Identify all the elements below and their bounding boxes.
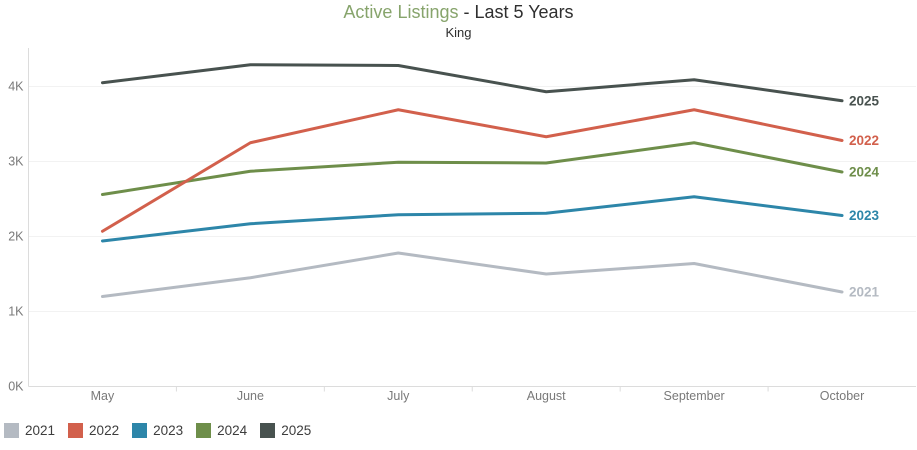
chart-header: Active Listings - Last 5 Years King — [0, 2, 917, 40]
legend-swatch-2021 — [4, 423, 19, 438]
chart-legend: 2021 2022 2023 2024 2025 — [4, 423, 324, 438]
legend-item-2023[interactable]: 2023 — [132, 423, 183, 438]
chart-subtitle: King — [445, 24, 472, 40]
x-tick-label-october: October — [820, 389, 864, 403]
x-tick-label-july: July — [387, 389, 410, 403]
legend-item-2021[interactable]: 2021 — [4, 423, 55, 438]
legend-label-2025: 2025 — [281, 423, 312, 438]
x-tick-label-september: September — [664, 389, 725, 403]
series-end-label-2025: 2025 — [849, 93, 880, 108]
y-tick-label-3K: 3K — [8, 155, 24, 169]
legend-item-2024[interactable]: 2024 — [196, 423, 247, 438]
series-line-2023[interactable] — [100, 195, 844, 243]
legend-label-2021: 2021 — [25, 423, 56, 438]
x-tick-label-may: May — [91, 389, 115, 403]
series-line-2022[interactable] — [100, 108, 844, 233]
legend-swatch-2025 — [260, 423, 276, 438]
chart-title: Active Listings - Last 5 Years — [0, 2, 917, 24]
series-end-label-2022: 2022 — [849, 133, 879, 148]
chart-title-highlight: Active Listings — [343, 2, 459, 22]
series-end-label-2021: 2021 — [849, 285, 880, 300]
series-line-2021[interactable] — [100, 251, 844, 298]
series-line-2024[interactable] — [100, 141, 844, 196]
legend-label-2024: 2024 — [217, 423, 248, 438]
y-tick-label-4K: 4K — [8, 80, 24, 94]
y-tick-label-2K: 2K — [8, 230, 24, 244]
legend-item-2025[interactable]: 2025 — [260, 423, 311, 438]
legend-swatch-2024 — [196, 423, 212, 438]
y-tick-label-1K: 1K — [8, 305, 24, 319]
legend-swatch-2023 — [132, 423, 148, 438]
chart-title-rest: - Last 5 Years — [458, 2, 574, 22]
x-tick-label-june: June — [237, 389, 264, 403]
legend-label-2022: 2022 — [89, 423, 120, 438]
series-end-label-2023: 2023 — [849, 208, 880, 223]
legend-swatch-2022 — [68, 423, 84, 438]
series-line-2025[interactable] — [100, 63, 844, 103]
x-tick-label-august: August — [527, 389, 566, 403]
legend-item-2022[interactable]: 2022 — [68, 423, 119, 438]
legend-label-2023: 2023 — [153, 423, 184, 438]
y-tick-label-0K: 0K — [8, 380, 24, 394]
series-end-label-2024: 2024 — [849, 165, 880, 180]
